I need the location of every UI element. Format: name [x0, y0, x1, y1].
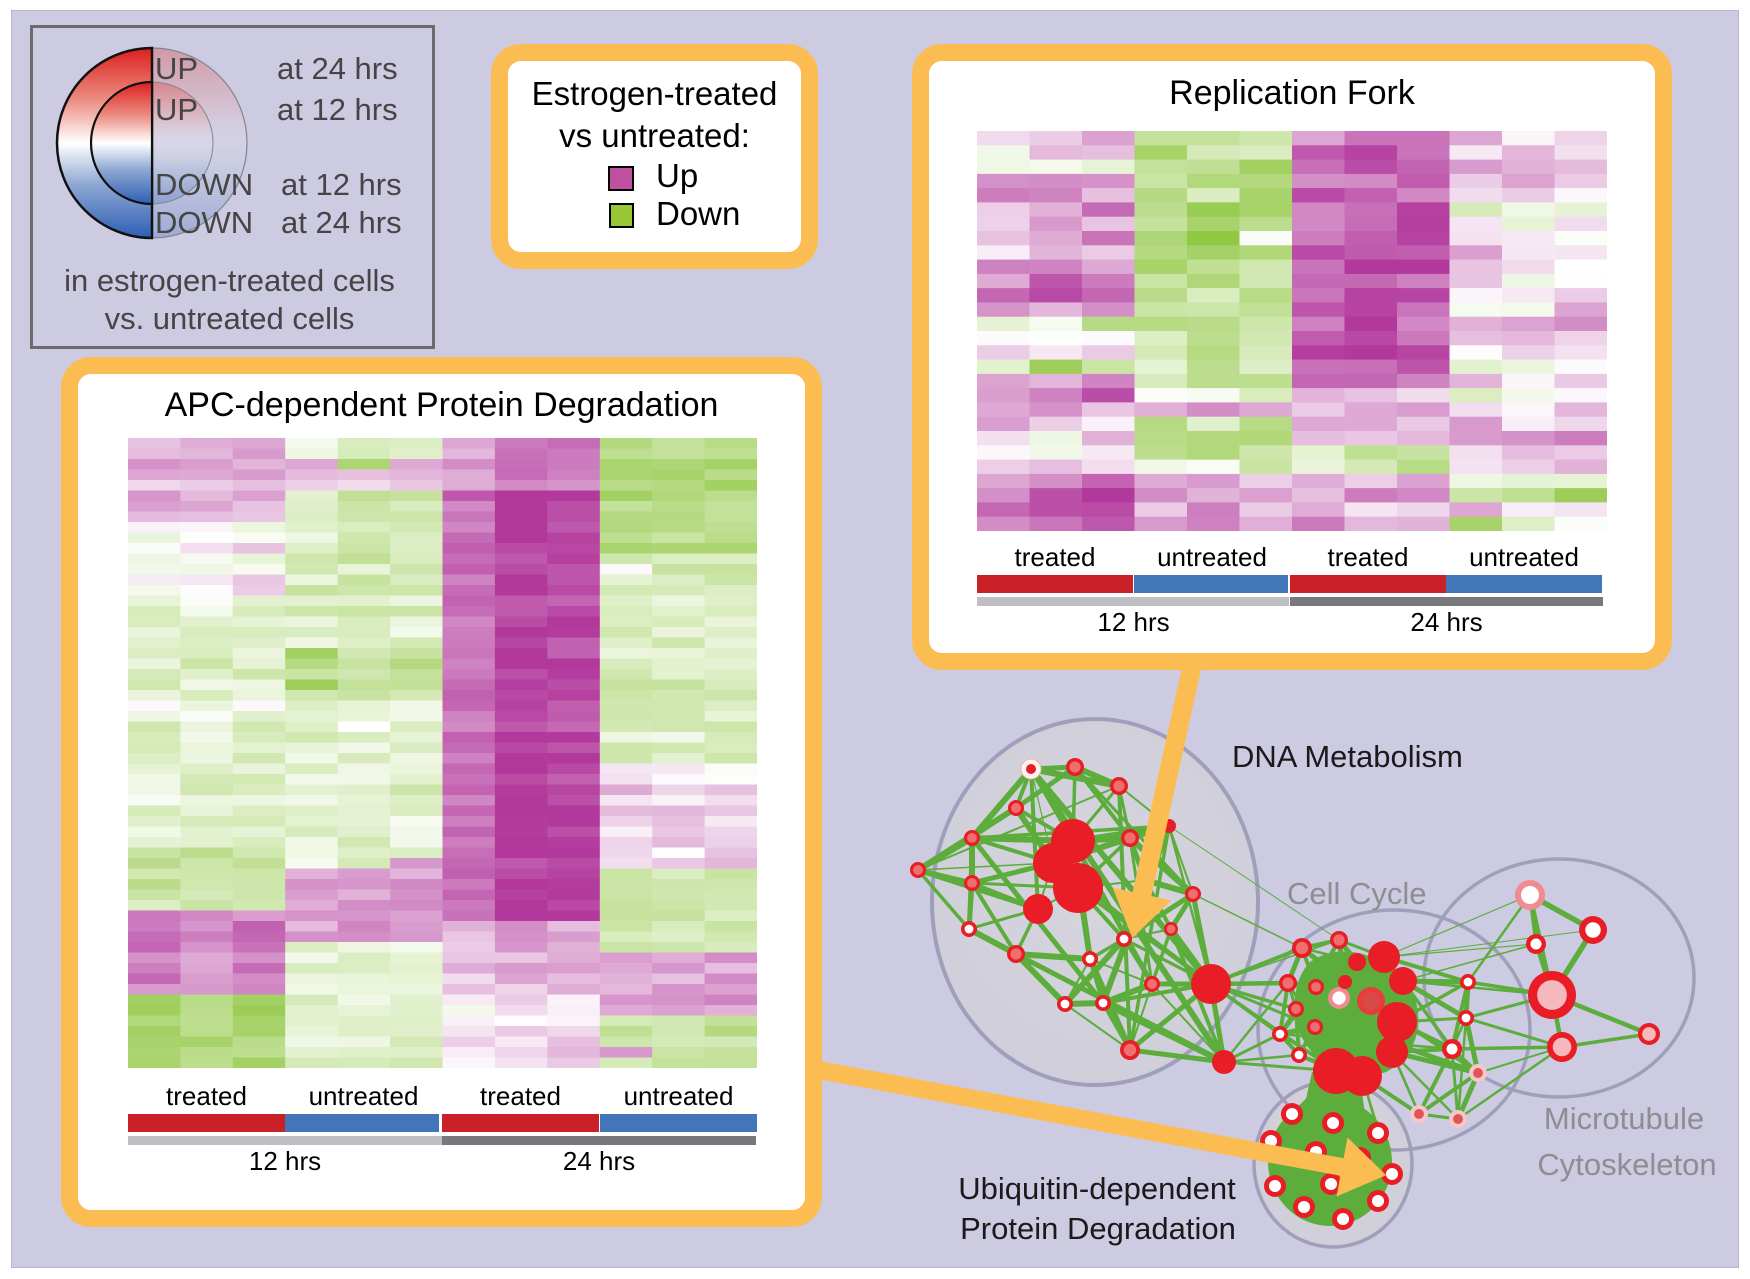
svg-text:Protein Degradation: Protein Degradation [960, 1211, 1236, 1246]
svg-text:Microtubule: Microtubule [1544, 1101, 1704, 1136]
svg-text:DNA Metabolism: DNA Metabolism [1232, 739, 1463, 774]
svg-text:Cytoskeleton: Cytoskeleton [1537, 1147, 1716, 1182]
svg-text:Cell Cycle: Cell Cycle [1287, 876, 1427, 911]
svg-text:Ubiquitin-dependent: Ubiquitin-dependent [958, 1171, 1236, 1206]
